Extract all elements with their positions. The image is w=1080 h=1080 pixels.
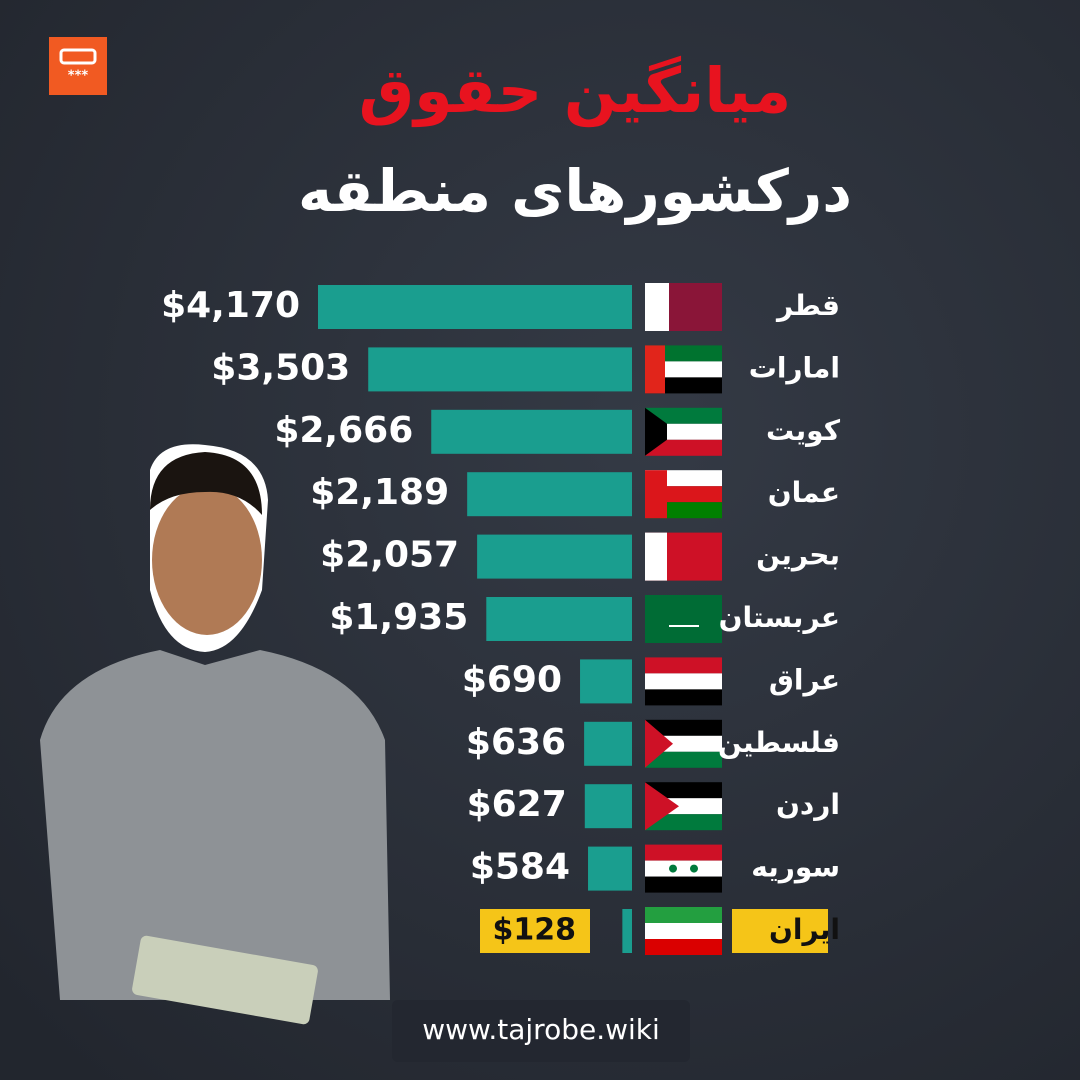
rows: $4,170 قطر $3,503 امارات $2,666 کویت $2,189 عما… bbox=[161, 283, 841, 955]
row: $2,189 عمان bbox=[310, 470, 840, 519]
row: $584 سوریه bbox=[470, 844, 840, 893]
highlight bbox=[480, 909, 590, 953]
bar bbox=[622, 909, 632, 953]
row: $4,170 قطر bbox=[161, 283, 840, 331]
flag-stripe bbox=[645, 814, 722, 831]
bar bbox=[584, 721, 632, 766]
value-label: $128 bbox=[493, 913, 577, 948]
value-label: $690 bbox=[462, 659, 562, 700]
value-label: $584 bbox=[470, 847, 570, 888]
flag-field bbox=[669, 625, 699, 627]
flag-stripe bbox=[645, 407, 722, 424]
bar bbox=[477, 534, 632, 579]
chart-subtitle: درکشورهای منطقه bbox=[298, 157, 852, 226]
footer: www.tajrobe.wiki bbox=[422, 1013, 660, 1046]
category-label: سوریه bbox=[751, 851, 840, 884]
bar bbox=[486, 597, 632, 641]
category-label: عمان bbox=[768, 476, 840, 509]
flag-field bbox=[669, 864, 677, 873]
category-label: ایران bbox=[769, 913, 840, 946]
value-label: $2,057 bbox=[320, 535, 459, 576]
row: $128 ایران bbox=[480, 907, 840, 955]
bar bbox=[318, 285, 632, 329]
bar bbox=[368, 347, 632, 392]
flag-stripe bbox=[645, 876, 722, 893]
category-label: اردن bbox=[776, 788, 840, 821]
flag-field bbox=[690, 864, 698, 873]
flag-stripe bbox=[645, 751, 722, 768]
value-label: $2,189 bbox=[310, 472, 449, 513]
value-label: $4,170 bbox=[161, 285, 300, 326]
logo: *** bbox=[49, 37, 107, 95]
value-label: $636 bbox=[466, 722, 566, 763]
flag-field bbox=[645, 407, 667, 456]
row: $690 عراق bbox=[462, 657, 840, 706]
flag-field bbox=[645, 470, 667, 519]
category-label: فلسطین bbox=[718, 726, 840, 759]
flag-stripe bbox=[645, 689, 722, 706]
flag-stripe bbox=[645, 907, 722, 923]
row: $3,503 امارات bbox=[211, 345, 840, 394]
flag-field bbox=[645, 283, 669, 331]
chart-title: میانگین حقوق bbox=[359, 54, 792, 127]
value-label: $1,935 bbox=[329, 597, 468, 638]
value-label: $2,666 bbox=[274, 410, 413, 451]
flag-stripe bbox=[645, 657, 722, 674]
category-label: کویت bbox=[766, 414, 841, 447]
bar bbox=[584, 784, 632, 829]
category-label: قطر bbox=[775, 289, 840, 322]
row: $636 فلسطین bbox=[466, 719, 840, 768]
footer-box bbox=[392, 1000, 690, 1062]
category-label: عراق bbox=[769, 663, 840, 696]
flag-stripe bbox=[645, 923, 722, 939]
flag-stripe bbox=[645, 860, 722, 877]
flag-stripe bbox=[645, 673, 722, 690]
row: $2,666 کویت bbox=[274, 407, 841, 456]
row: $2,057 بحرین bbox=[320, 532, 840, 581]
flag-field bbox=[645, 345, 665, 394]
flag-field bbox=[645, 719, 673, 768]
flag-stripe bbox=[645, 939, 722, 955]
category-label: امارات bbox=[749, 351, 840, 384]
flag-field bbox=[645, 532, 667, 581]
category-label: عربستان bbox=[719, 601, 840, 634]
person-illustration bbox=[40, 444, 390, 1025]
bar bbox=[431, 409, 632, 454]
value-label: $3,503 bbox=[211, 347, 350, 388]
bar bbox=[580, 659, 632, 704]
flag-stripe bbox=[645, 719, 722, 736]
flag-field bbox=[645, 782, 679, 831]
bar bbox=[588, 846, 632, 891]
category-label: بحرین bbox=[756, 539, 840, 572]
row: $627 اردن bbox=[467, 782, 840, 831]
flag-field bbox=[645, 595, 722, 643]
value-label: $627 bbox=[467, 784, 567, 825]
flag-stripe bbox=[645, 439, 722, 456]
row: $1,935 عربستان bbox=[329, 595, 840, 643]
svg-text:***: *** bbox=[68, 69, 89, 84]
highlight bbox=[732, 909, 828, 953]
bar bbox=[467, 472, 632, 517]
flag-stripe bbox=[645, 782, 722, 799]
flag-stripe bbox=[645, 844, 722, 861]
